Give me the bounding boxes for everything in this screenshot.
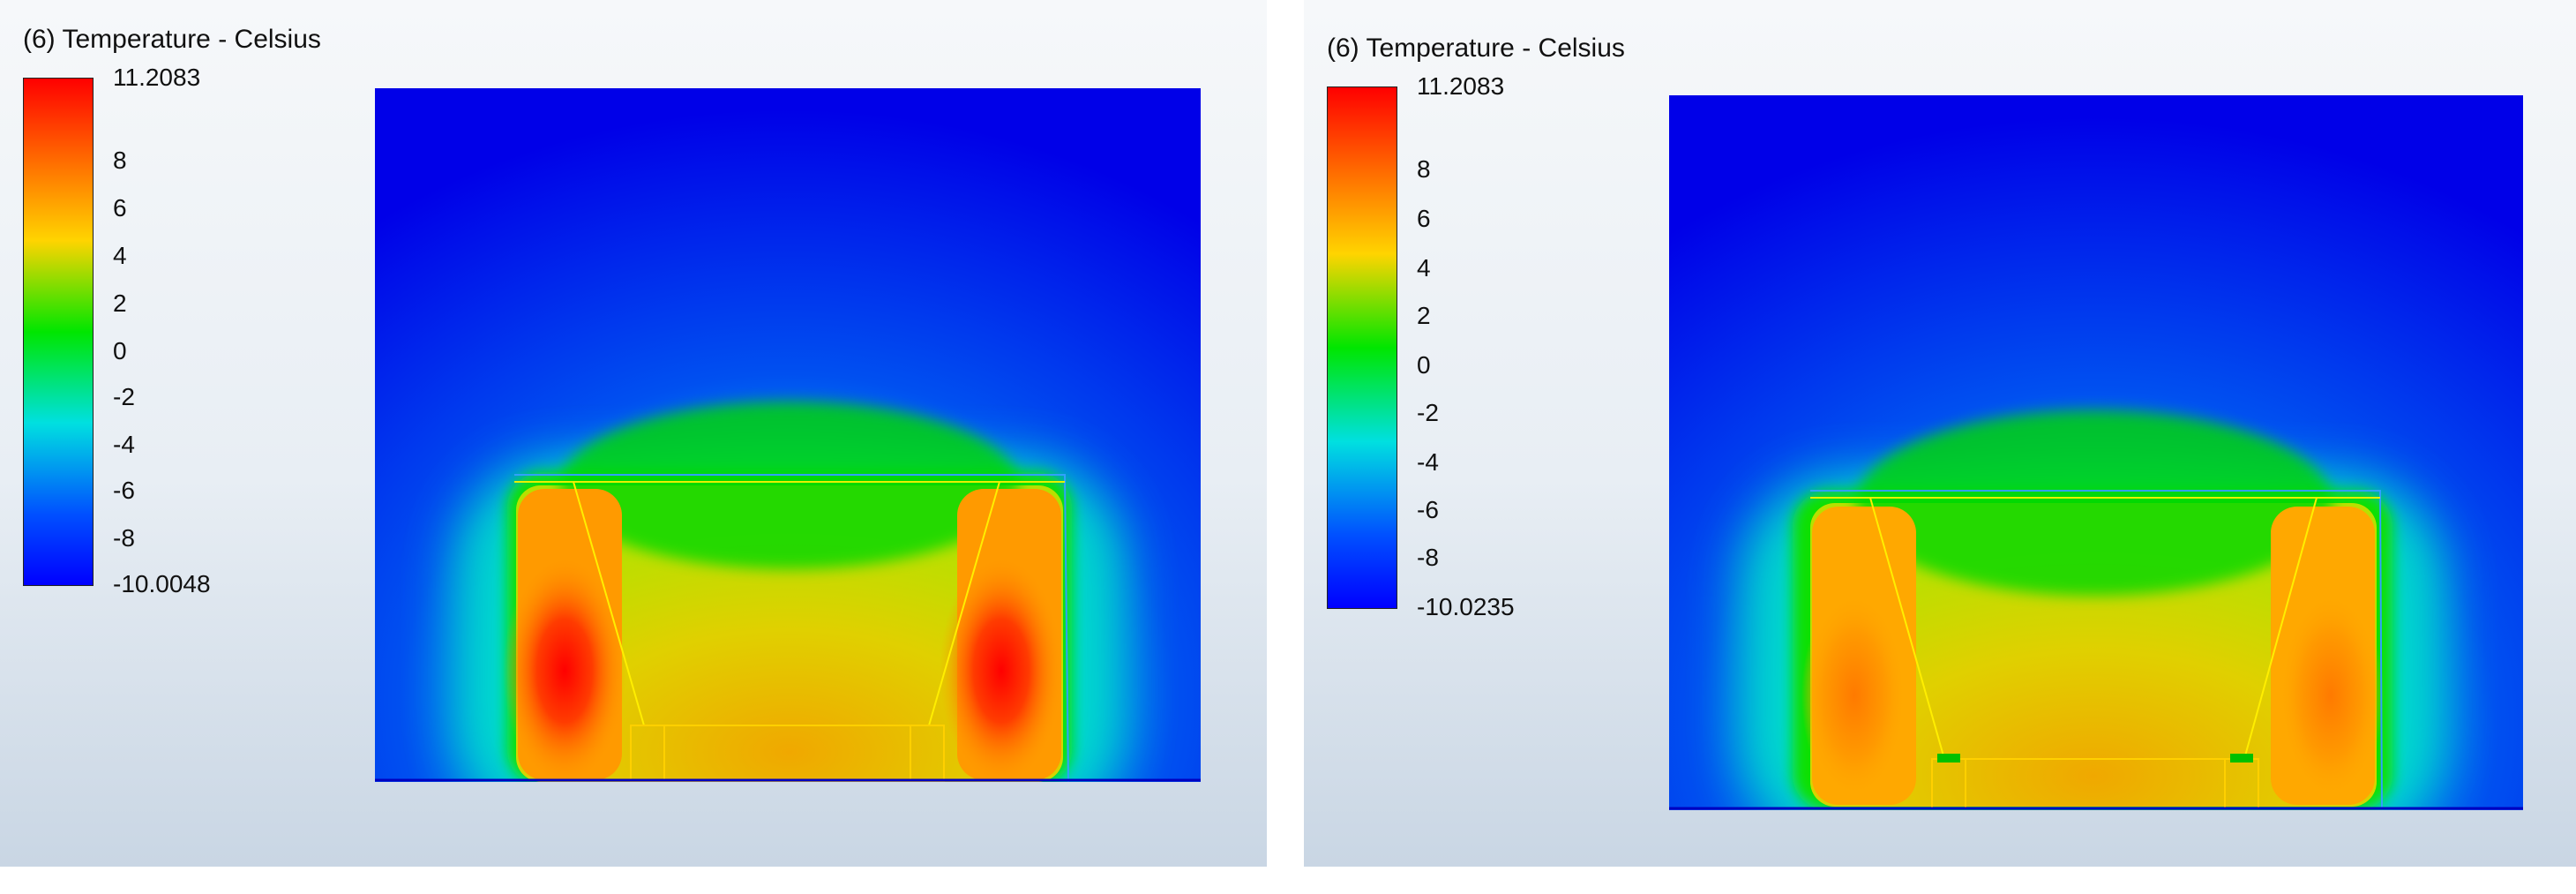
outline-left-slope [573,481,645,726]
outline-cyan [1810,490,2383,809]
outline-cyan [514,474,1069,782]
colorbar-tick: 4 [113,242,127,269]
right-hotspot [940,556,1063,782]
green-dome [1856,410,2333,596]
colorbar-tick: 6 [1417,205,1431,232]
colorbar-tick: -6 [113,477,135,504]
colorbar-tick: 8 [113,146,127,174]
colorbar-tick: -4 [113,431,135,458]
outline-right-tab [910,725,945,782]
colorbar-tick: -4 [1417,448,1439,476]
colorbar-tick: -8 [113,524,135,552]
green-dome [560,402,1019,569]
left-panel: (6) Temperature - Celsius 11.2083 -10.00… [0,0,1267,867]
colorbar-tick: 2 [113,289,127,317]
colorbar-tick: 0 [1417,351,1431,379]
colorbar [1327,86,1397,609]
right-panel: (6) Temperature - Celsius 11.2083 -10.02… [1304,0,2576,867]
colorbar-tick: 2 [1417,302,1431,329]
colorbar [23,78,94,586]
colorbar-min-label: -10.0235 [1417,593,1515,620]
colorbar-tick: -2 [113,383,135,410]
colorbar-tick: -6 [1417,496,1439,523]
temperature-plot [375,88,1201,782]
left-hotspot [503,556,626,782]
outline-left-tab [630,725,665,782]
outline-right-slope [928,481,1000,726]
inner-region [1810,503,2377,807]
right-hotspot [2278,590,2384,801]
colorbar-max-label: 11.2083 [113,64,201,91]
left-tab-marker [1937,754,1960,763]
panel-title: (6) Temperature - Celsius [1327,34,1625,63]
left-hotspot [1801,590,1907,801]
temperature-plot [1669,95,2523,810]
panel-title: (6) Temperature - Celsius [23,25,321,54]
colorbar-tick: 0 [113,337,127,364]
colorbar-tick: -8 [1417,544,1439,571]
colorbar-tick: 8 [1417,155,1431,183]
colorbar-min-label: -10.0048 [113,570,211,597]
colorbar-tick: 6 [113,194,127,222]
right-tab-marker [2230,754,2253,763]
colorbar-tick: 4 [1417,254,1431,282]
outline-left-slope [1869,497,1945,760]
colorbar-max-label: 11.2083 [1417,72,1505,100]
inner-region [516,485,1063,782]
outline-right-slope [2243,497,2318,760]
colorbar-tick: -2 [1417,399,1439,426]
